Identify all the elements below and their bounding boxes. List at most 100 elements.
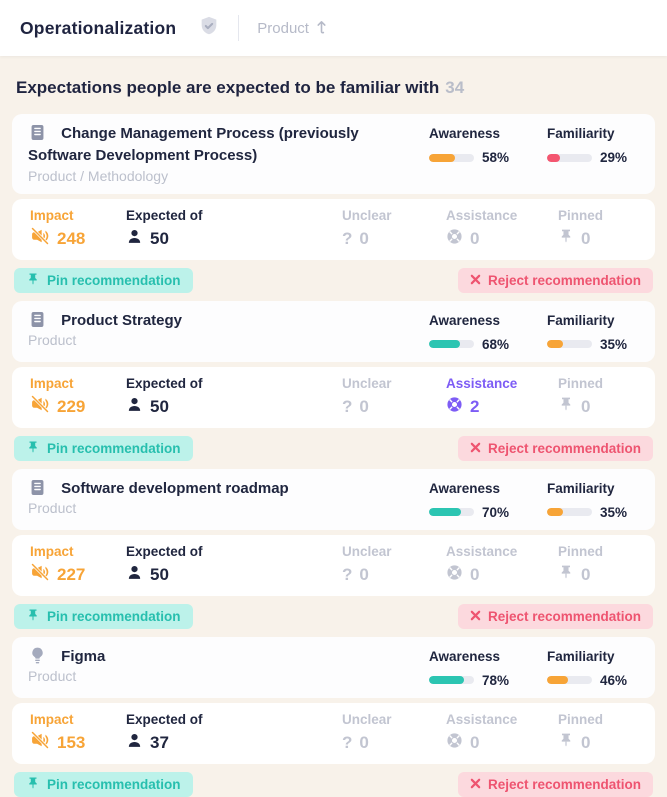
expectation-card-header[interactable]: Software development roadmap Product Awa…	[12, 468, 655, 530]
question-mark-icon: ?	[342, 565, 353, 584]
familiarity-bar	[547, 340, 592, 348]
awareness-percent: 58%	[482, 150, 510, 165]
megaphone-off-icon	[30, 394, 50, 419]
assistance-value: 0	[470, 732, 480, 752]
stat-expected-of: Expected of 50	[126, 208, 342, 250]
status-badge[interactable]	[198, 15, 220, 42]
expectation-title: Product Strategy	[28, 310, 421, 332]
unclear-value: 0	[359, 564, 369, 584]
lifebuoy-icon	[446, 228, 463, 250]
journal-icon	[28, 310, 47, 332]
pinned-label: Pinned	[558, 207, 604, 223]
recommendation-actions: Pin recommendation Reject recommendation	[12, 771, 655, 797]
assistance-label: Assistance	[446, 207, 518, 223]
awareness-bar-fill	[429, 676, 465, 684]
stat-pinned: Pinned 0	[558, 208, 637, 250]
person-icon	[126, 228, 143, 250]
reject-recommendation-button[interactable]: Reject recommendation	[457, 771, 653, 797]
awareness-bar-fill	[429, 340, 460, 348]
awareness-bar	[429, 153, 474, 162]
pin-recommendation-button[interactable]: Pin recommendation	[14, 435, 193, 461]
awareness-metric: Awareness 78%	[429, 649, 521, 688]
pin-recommendation-button[interactable]: Pin recommendation	[14, 603, 193, 629]
unclear-label: Unclear	[342, 207, 392, 223]
awareness-percent: 70%	[482, 504, 510, 520]
familiarity-percent: 46%	[600, 672, 628, 688]
journal-icon	[28, 123, 47, 145]
expected-of-value: 50	[150, 564, 169, 584]
person-icon	[126, 732, 143, 754]
expectation-card-header[interactable]: Figma Product Awareness 78% Familiarity	[12, 636, 655, 698]
unclear-label: Unclear	[342, 375, 392, 391]
expectation-category: Product / Methodology	[28, 167, 169, 184]
sort-control[interactable]: Product	[257, 19, 329, 38]
pin-recommendation-button[interactable]: Pin recommendation	[14, 267, 193, 293]
pinned-label: Pinned	[558, 711, 604, 727]
awareness-metric: Awareness 58%	[429, 126, 521, 184]
stat-pinned: Pinned 0	[558, 376, 637, 418]
expectation-info: Change Management Process (previously So…	[28, 123, 429, 184]
recommendation-actions: Pin recommendation Reject recommendation	[12, 603, 655, 629]
expected-of-label: Expected of	[126, 375, 203, 391]
stat-pinned: Pinned 0	[558, 544, 637, 586]
stat-unclear: Unclear ? 0	[342, 376, 446, 418]
pinned-label: Pinned	[558, 375, 604, 391]
expectation-card: Software development roadmap Product Awa…	[12, 468, 655, 629]
expectation-info: Software development roadmap Product	[28, 478, 429, 520]
unclear-value: 0	[359, 396, 369, 416]
pinned-label: Pinned	[558, 543, 604, 559]
familiarity-bar	[547, 508, 592, 516]
reject-recommendation-button[interactable]: Reject recommendation	[457, 267, 653, 293]
reject-recommendation-button[interactable]: Reject recommendation	[457, 435, 653, 461]
question-mark-icon: ?	[342, 397, 353, 416]
stat-unclear: Unclear ? 0	[342, 544, 446, 586]
unclear-value: 0	[359, 228, 369, 248]
unclear-value: 0	[359, 732, 369, 752]
expectation-card-header[interactable]: Change Management Process (previously So…	[12, 114, 655, 194]
awareness-label: Awareness	[429, 126, 501, 141]
section-heading-text: Expectations people are expected to be f…	[16, 78, 440, 97]
impact-label: Impact	[30, 711, 74, 727]
megaphone-off-icon	[30, 730, 50, 755]
reject-x-icon	[470, 777, 481, 792]
expectation-title-text: Change Management Process (previously So…	[28, 125, 359, 164]
reject-x-icon	[470, 609, 481, 624]
expectation-card-list: Change Management Process (previously So…	[12, 114, 655, 797]
shield-check-icon	[198, 15, 220, 42]
expectation-card: Figma Product Awareness 78% Familiarity	[12, 636, 655, 797]
awareness-label: Awareness	[429, 480, 501, 496]
stat-assistance: Assistance 0	[446, 712, 558, 754]
megaphone-off-icon	[30, 226, 50, 251]
expectation-category: Product	[28, 332, 77, 349]
stat-impact: Impact 248	[30, 208, 126, 250]
unclear-label: Unclear	[342, 543, 392, 559]
stat-unclear: Unclear ? 0	[342, 208, 446, 250]
expectation-card: Change Management Process (previously So…	[12, 114, 655, 293]
familiarity-metric: Familiarity 35%	[547, 313, 639, 352]
stat-assistance: Assistance 0	[446, 208, 558, 250]
expected-of-label: Expected of	[126, 711, 203, 727]
awareness-percent: 78%	[482, 672, 510, 688]
expectation-info: Figma Product	[28, 646, 429, 688]
expectation-title-text: Product Strategy	[61, 311, 183, 329]
stat-unclear: Unclear ? 0	[342, 712, 446, 754]
recommendation-actions: Pin recommendation Reject recommendation	[12, 435, 655, 461]
expectation-title-text: Software development roadmap	[61, 479, 289, 497]
assistance-label: Assistance	[446, 711, 518, 727]
reject-recommendation-label: Reject recommendation	[487, 272, 641, 288]
awareness-bar-fill	[429, 153, 456, 162]
recommendation-actions: Pin recommendation Reject recommendation	[12, 267, 655, 293]
impact-value: 227	[57, 564, 86, 584]
impact-value: 153	[57, 732, 86, 752]
familiarity-percent: 35%	[600, 336, 628, 352]
pin-icon	[26, 440, 40, 457]
expectation-title: Figma	[28, 646, 421, 668]
familiarity-label: Familiarity	[547, 648, 615, 664]
reject-recommendation-button[interactable]: Reject recommendation	[457, 603, 653, 629]
expected-of-value: 37	[150, 732, 169, 752]
expectation-card-header[interactable]: Product Strategy Product Awareness 68% F…	[12, 300, 655, 362]
pin-recommendation-button[interactable]: Pin recommendation	[14, 771, 193, 797]
expected-of-value: 50	[150, 228, 169, 248]
main-content: Expectations people are expected to be f…	[0, 78, 667, 797]
impact-label: Impact	[30, 543, 74, 559]
